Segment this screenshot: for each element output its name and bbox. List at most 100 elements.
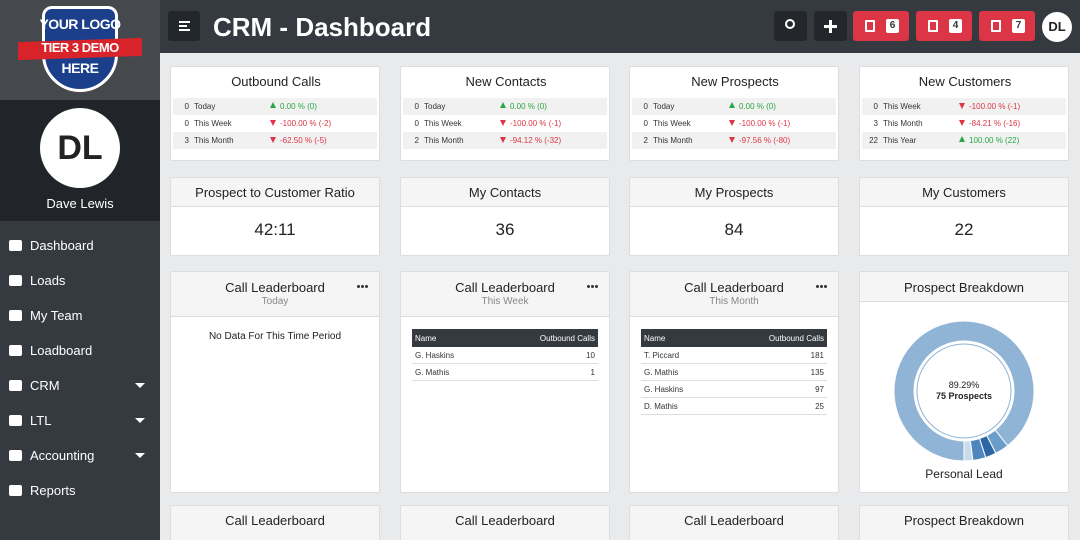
stat-card: Outbound Calls 0 Today 0.00 % (0) 0 This Week… (170, 66, 380, 161)
badge: 4 (949, 19, 962, 33)
notification-button[interactable]: 7 (979, 11, 1035, 41)
trend-arrow (270, 102, 276, 108)
search-button[interactable] (774, 11, 807, 41)
stat-row: 0 This Week -100.00 % (-1) (632, 115, 836, 132)
card-title: Call Leaderboard (225, 280, 325, 295)
trend-arrow (959, 103, 965, 109)
table-header: Name Outbound Calls (641, 329, 827, 347)
stat-period: This Year (883, 136, 917, 145)
cutoff-card: Call Leaderboard (400, 505, 610, 540)
cell-calls: 10 (586, 351, 595, 360)
nav-icon (9, 485, 22, 496)
donut-label: 75 Prospects (935, 391, 993, 401)
notification-button[interactable]: 6 (853, 11, 909, 41)
cutoff-card: Prospect Breakdown (859, 505, 1069, 540)
stat-card: New Contacts 0 Today 0.00 % (0) 0 This Week -1… (400, 66, 610, 161)
nav-item[interactable]: My Team (0, 298, 160, 333)
kpi-card: My Customers 22 (859, 177, 1069, 256)
more-menu[interactable] (357, 285, 369, 289)
donut-segment (963, 440, 974, 462)
trend-arrow (959, 136, 965, 142)
nav-caret (135, 418, 145, 423)
stat-row: 0 This Week -100.00 % (-1) (862, 98, 1066, 115)
cell-name: G. Haskins (415, 351, 455, 360)
notification-icon (991, 20, 1001, 32)
card-header (860, 272, 1068, 302)
search-icon (785, 19, 795, 29)
nav-item[interactable]: Dashboard (0, 228, 160, 263)
card-header (401, 178, 609, 207)
user-name: Dave Lewis (46, 196, 114, 211)
nav-icon (9, 415, 22, 426)
nav-item[interactable]: LTL (0, 403, 160, 438)
logo-text: TIER 3 DEMO (41, 40, 119, 55)
nav-label: Loads (30, 273, 66, 288)
nav-item[interactable]: Loadboard (0, 333, 160, 368)
stat-row: 3 This Month -84.21 % (-16) (862, 115, 1066, 132)
nav-label: Dashboard (30, 238, 94, 253)
card-title: Outbound Calls (231, 74, 321, 89)
nav-icon (9, 345, 22, 356)
column-name: Name (415, 334, 437, 343)
column-calls: Outbound Calls (768, 334, 824, 343)
kpi-card: My Contacts 36 (400, 177, 610, 256)
cutoff-card: Call Leaderboard (629, 505, 839, 540)
card-header (860, 506, 1068, 540)
add-button[interactable] (814, 11, 847, 41)
stat-change: -100.00 % (-2) (280, 119, 332, 128)
more-menu[interactable] (816, 285, 828, 289)
menu-icon-line (179, 29, 190, 31)
stat-row: 3 This Month -62.50 % (-5) (173, 132, 377, 149)
trend-arrow (500, 137, 506, 143)
cell-name: T. Piccard (644, 351, 680, 360)
nav-icon (9, 380, 22, 391)
card-header (171, 506, 379, 540)
stat-count: 0 (414, 102, 419, 111)
stat-period: This Week (653, 119, 691, 128)
stat-count: 0 (184, 102, 189, 111)
more-menu[interactable] (587, 285, 599, 289)
nav-item[interactable]: Accounting (0, 438, 160, 473)
menu-button[interactable] (168, 11, 200, 41)
nav-item[interactable]: Loads (0, 263, 160, 298)
header-avatar[interactable]: DL (1042, 12, 1072, 42)
stat-period: This Week (194, 119, 232, 128)
stat-count: 2 (414, 136, 419, 145)
stat-count: 0 (414, 119, 419, 128)
cell-calls: 135 (810, 368, 824, 377)
stat-change: -100.00 % (-1) (969, 102, 1021, 111)
table-row: G. Mathis 1 (412, 364, 598, 381)
stat-change: -62.50 % (-5) (280, 136, 327, 145)
avatar: DL (40, 108, 120, 188)
notification-button[interactable]: 4 (916, 11, 972, 41)
card-title: My Contacts (468, 185, 542, 200)
more-dot (591, 285, 594, 288)
nav-icon (9, 275, 22, 286)
nav-label: LTL (30, 413, 52, 428)
more-dot (816, 285, 819, 288)
badge: 6 (886, 19, 899, 33)
trend-arrow (729, 102, 735, 108)
more-dot (365, 285, 368, 288)
table-row: G. Haskins 10 (412, 347, 598, 364)
card-title: Call Leaderboard (455, 513, 555, 528)
menu-icon-line (179, 21, 190, 23)
card-header (171, 178, 379, 207)
card-title: Prospect to Customer Ratio (195, 185, 355, 200)
donut-percent: 89.29% (948, 380, 980, 390)
table-row: G. Mathis 135 (641, 364, 827, 381)
nav-item[interactable]: CRM (0, 368, 160, 403)
stat-change: 100.00 % (22) (969, 136, 1020, 145)
card-title: New Prospects (691, 74, 779, 89)
trend-arrow (500, 102, 506, 108)
stat-card: New Prospects 0 Today 0.00 % (0) 0 This Week -… (629, 66, 839, 161)
card-header (401, 272, 609, 317)
nav-item[interactable]: Reports (0, 473, 160, 508)
plus-v (829, 20, 832, 33)
column-name: Name (644, 334, 666, 343)
stat-period: This Month (424, 136, 464, 145)
nav-label: My Team (30, 308, 83, 323)
donut-chart (893, 320, 1035, 462)
stat-count: 0 (643, 119, 648, 128)
